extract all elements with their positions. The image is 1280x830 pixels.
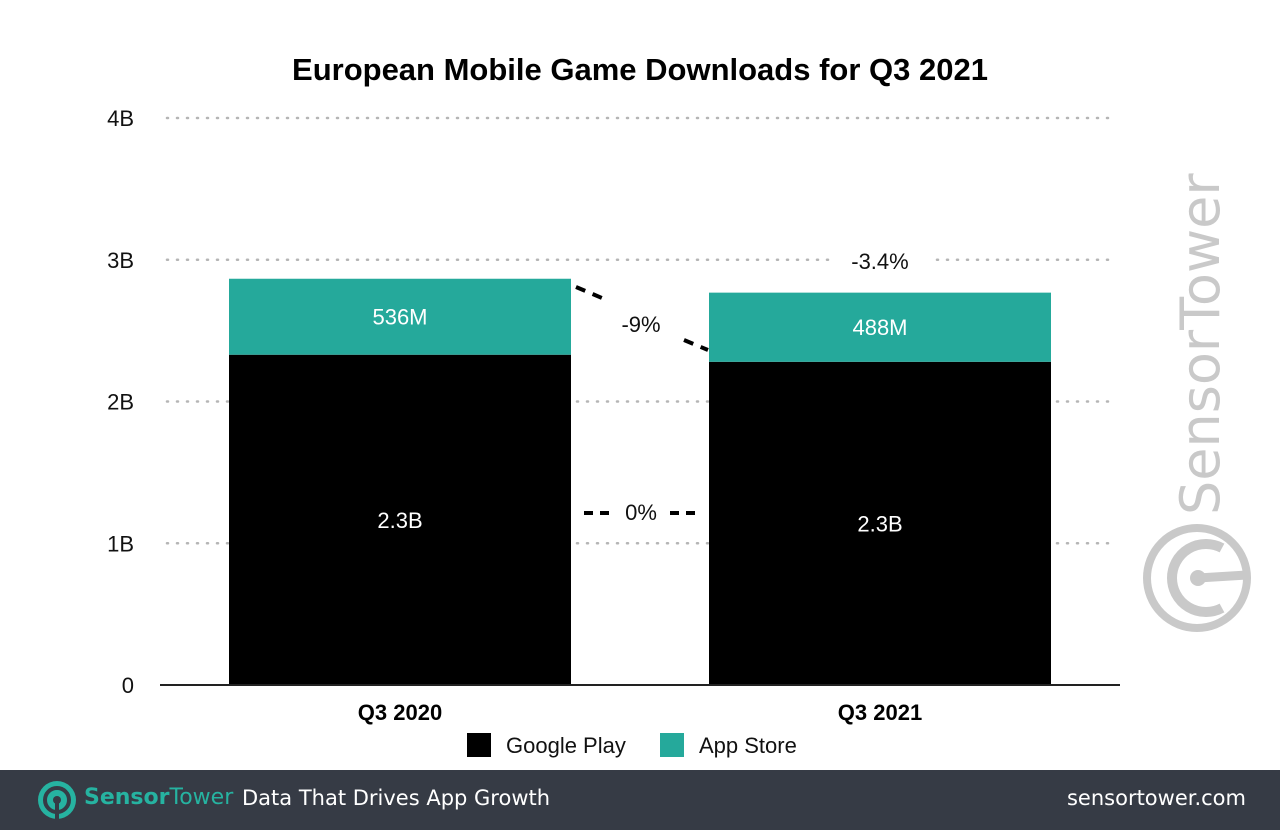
footer-brand: SensorTower <box>84 785 233 810</box>
annotation-app-store-change: -9% <box>575 285 709 352</box>
y-tick-label: 2B <box>107 390 134 415</box>
bar-google-play <box>229 354 571 685</box>
sensortower-watermark-icon <box>1143 524 1251 632</box>
footer-tagline: Data That Drives App Growth <box>242 786 551 810</box>
bar-value-label: 2.3B <box>857 511 902 536</box>
legend-label-google-play: Google Play <box>506 733 626 758</box>
total-change-label: -3.4% <box>851 249 908 274</box>
y-tick-label: 3B <box>107 248 134 273</box>
x-tick-label: Q3 2020 <box>358 700 442 725</box>
bar-google-play <box>709 361 1051 685</box>
bars <box>229 278 1051 685</box>
legend-swatch-app-store <box>660 733 684 757</box>
bar-app-store <box>709 292 1051 362</box>
chart: European Mobile Game Downloads for Q3 20… <box>107 52 1251 758</box>
annotation-google-play-change: 0% <box>584 500 696 525</box>
bar-labels: 2.3B 536M 2.3B 488M <box>372 305 907 537</box>
annotation-total-change: -3.4% <box>830 244 930 274</box>
legend-label-app-store: App Store <box>699 733 797 758</box>
bar-value-label: 2.3B <box>377 508 422 533</box>
sensortower-watermark: SensorTower <box>1143 173 1251 632</box>
watermark-text: SensorTower <box>1169 173 1232 515</box>
x-tick-label: Q3 2021 <box>838 700 922 725</box>
y-tick-label: 0 <box>122 673 134 698</box>
footer-bar: SensorTower Data That Drives App Growth … <box>0 770 1280 830</box>
x-axis-ticks: Q3 2020 Q3 2021 <box>358 700 922 725</box>
y-tick-label: 1B <box>107 531 134 556</box>
connector-dash-upper <box>575 285 603 300</box>
legend: Google Play App Store <box>467 733 797 758</box>
y-axis-ticks: 0 1B 2B 3B 4B <box>107 106 134 698</box>
y-tick-label: 4B <box>107 106 134 131</box>
chart-title: European Mobile Game Downloads for Q3 20… <box>292 52 988 87</box>
sensortower-logo-icon <box>38 781 76 820</box>
legend-swatch-google-play <box>467 733 491 757</box>
bar-app-store <box>229 278 571 355</box>
brand-name-light: Tower <box>169 785 234 810</box>
bar-value-label: 488M <box>852 315 907 340</box>
brand-name-bold: Sensor <box>84 785 170 810</box>
connector-dash-lower <box>683 338 709 352</box>
app-store-change-label: -9% <box>621 312 660 337</box>
footer-url-link[interactable]: sensortower.com <box>1066 786 1246 810</box>
bar-value-label: 536M <box>372 305 427 330</box>
google-play-change-label: 0% <box>625 500 657 525</box>
